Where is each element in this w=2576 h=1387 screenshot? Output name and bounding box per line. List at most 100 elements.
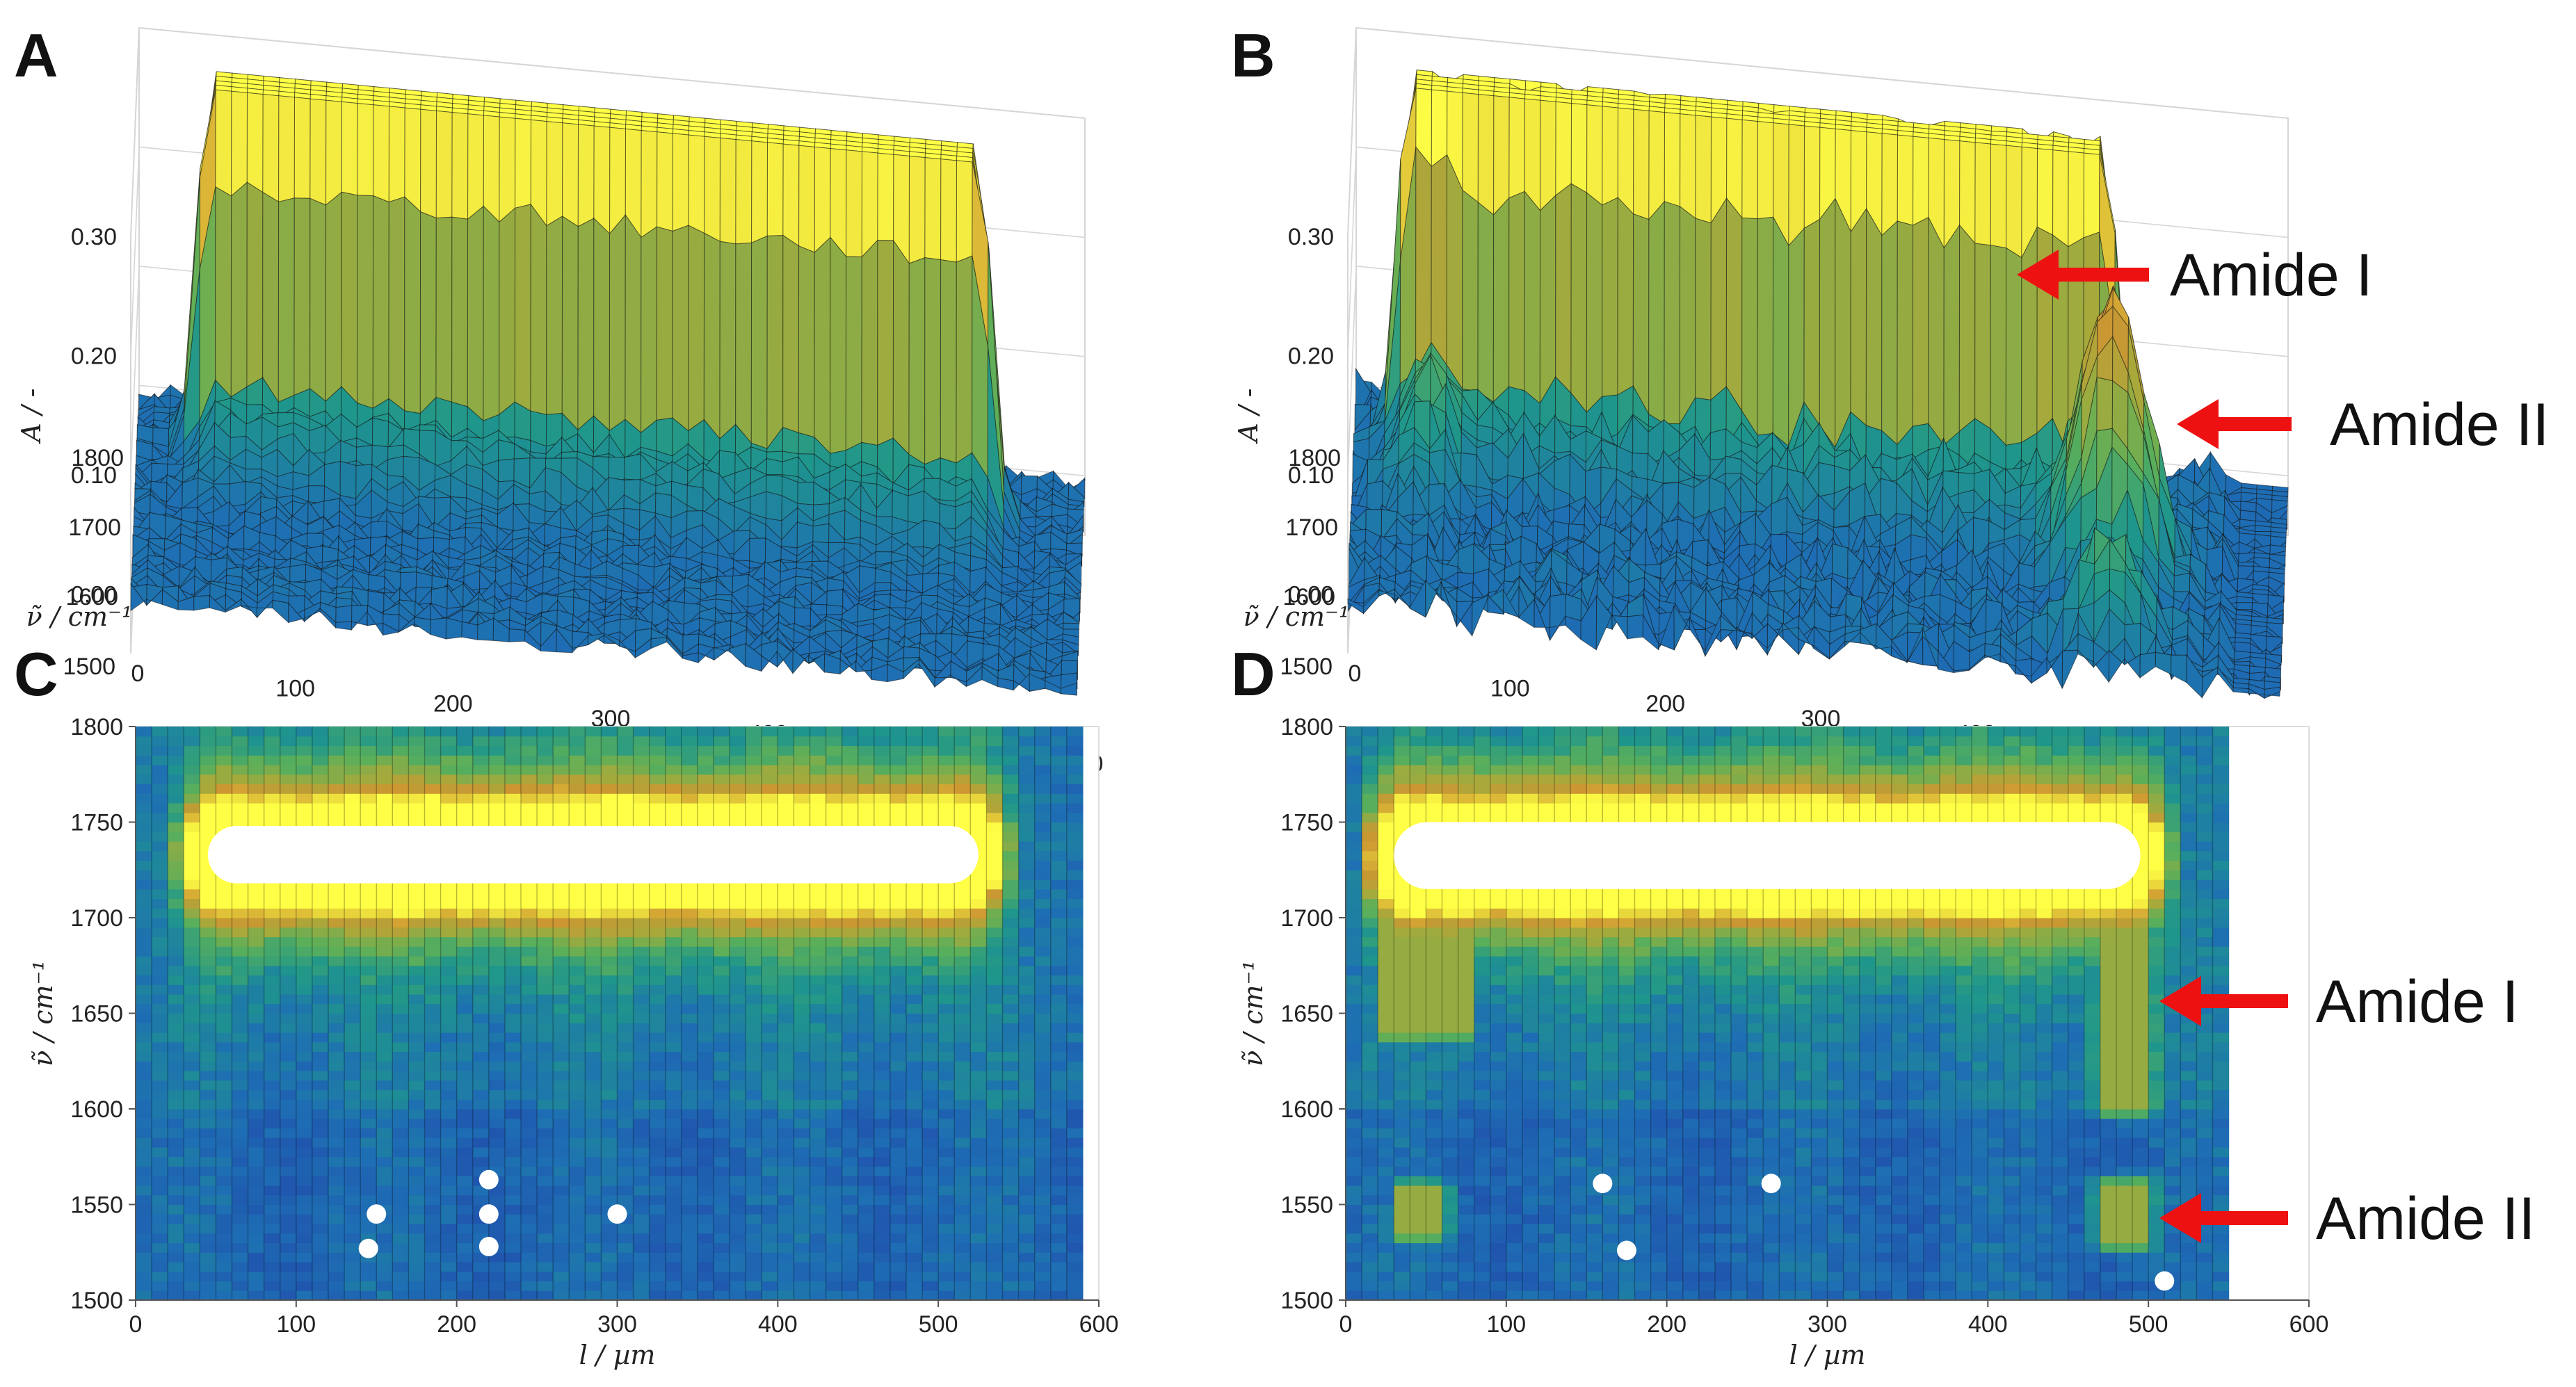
surface-facet bbox=[420, 108, 437, 219]
surface-facet bbox=[1974, 142, 1992, 246]
surface-facet bbox=[1881, 133, 1899, 236]
surface-facet bbox=[1664, 201, 1681, 425]
surface-facet bbox=[1757, 216, 1774, 436]
surface-facet bbox=[609, 213, 626, 432]
surface-facet bbox=[335, 605, 353, 623]
surface-facet bbox=[814, 236, 831, 455]
surface-facet bbox=[1788, 124, 1805, 247]
y-tick-label: 1700 bbox=[68, 514, 121, 541]
surface-facet bbox=[1524, 98, 1541, 212]
surface-facet bbox=[339, 460, 357, 499]
z-tick-label: 0.30 bbox=[71, 224, 117, 250]
surface-facet bbox=[735, 139, 752, 245]
z-gridline bbox=[130, 27, 1086, 237]
surface-facet bbox=[1803, 218, 1821, 427]
surface-facet bbox=[1633, 108, 1650, 220]
y-axis-label: ν̃ / cm⁻¹ bbox=[26, 601, 133, 632]
surface-facet bbox=[215, 186, 232, 398]
surface-facet bbox=[277, 197, 295, 403]
surface-facet bbox=[1555, 183, 1572, 394]
surface-facet bbox=[445, 617, 462, 640]
surface-facet bbox=[2173, 572, 2191, 592]
surface-facet bbox=[357, 103, 374, 197]
surface-facet bbox=[293, 97, 311, 199]
surface-facet bbox=[1617, 196, 1634, 396]
y-tick-label: 1800 bbox=[71, 445, 124, 471]
surface-facet bbox=[1897, 134, 1914, 226]
surface-facet bbox=[593, 125, 611, 235]
surface-facet bbox=[892, 489, 909, 522]
surface-facet bbox=[561, 216, 579, 431]
surface-facet bbox=[1524, 190, 1541, 405]
surface-facet bbox=[1446, 154, 1463, 391]
surface-facet bbox=[1741, 217, 1758, 437]
surface-facet bbox=[1831, 543, 1849, 580]
surface-facet bbox=[2096, 377, 2114, 432]
surface-facet bbox=[1881, 220, 1898, 446]
surface-facet bbox=[498, 439, 515, 461]
surface-facet bbox=[430, 617, 447, 640]
surface-facet bbox=[546, 216, 563, 415]
surface-facet bbox=[1477, 201, 1495, 403]
surface-facet bbox=[877, 240, 894, 446]
surface-facet bbox=[830, 236, 847, 454]
surface-facet bbox=[278, 95, 296, 202]
surface-facet bbox=[419, 424, 437, 432]
surface-facet bbox=[1897, 220, 1914, 446]
surface-facet bbox=[562, 122, 579, 227]
surface-facet bbox=[1741, 119, 1759, 220]
surface-facet bbox=[749, 537, 766, 565]
surface-facet bbox=[461, 621, 478, 640]
surface-facet bbox=[1586, 192, 1603, 414]
surface-facet bbox=[515, 117, 532, 209]
surface-facet bbox=[719, 137, 736, 245]
surface-facet bbox=[782, 234, 800, 434]
surface-facet bbox=[923, 519, 940, 550]
surface-facet bbox=[672, 133, 689, 232]
z-tick-label: 0.20 bbox=[1288, 343, 1334, 369]
surface-facet bbox=[2006, 145, 2022, 259]
surface-facet bbox=[1725, 197, 1743, 413]
surface-facet bbox=[593, 217, 611, 432]
surface-facet bbox=[467, 205, 484, 422]
surface-facet bbox=[404, 107, 421, 213]
surface-facet bbox=[341, 101, 358, 196]
surface-facet bbox=[1710, 197, 1728, 401]
surface-facet bbox=[1063, 622, 1080, 630]
surface-facet bbox=[656, 417, 673, 457]
surface-facet bbox=[624, 453, 641, 480]
surface-facet bbox=[577, 218, 595, 431]
surface-facet bbox=[688, 134, 705, 234]
z-axis-label: A / - bbox=[16, 389, 47, 444]
surface-facet bbox=[1539, 194, 1556, 405]
surface-facet bbox=[908, 155, 926, 264]
surface-facet bbox=[798, 245, 815, 438]
surface-panel-b: 0.000.100.200.30010020030040050060015001… bbox=[1233, 26, 2306, 779]
surface-facet bbox=[650, 637, 668, 649]
surface-facet bbox=[561, 451, 578, 459]
surface-facet bbox=[1803, 125, 1821, 229]
surface-facet bbox=[812, 523, 830, 544]
surface-facet bbox=[1602, 197, 1618, 397]
z-tick-label: 0.10 bbox=[71, 462, 117, 489]
surface-facet bbox=[325, 191, 342, 403]
surface-facet bbox=[1554, 453, 1570, 495]
surface-facet bbox=[625, 213, 642, 434]
surface-facet bbox=[499, 116, 516, 223]
surface-facet bbox=[293, 197, 311, 396]
surface-facet bbox=[308, 485, 325, 504]
surface-facet bbox=[1725, 455, 1742, 474]
surface-facet bbox=[892, 239, 910, 455]
surface-facet bbox=[2052, 149, 2069, 248]
surface-facet bbox=[704, 136, 721, 243]
surface-facet bbox=[483, 205, 500, 421]
surface-facet bbox=[309, 197, 327, 403]
surface-facet bbox=[908, 257, 926, 465]
surface-facet bbox=[703, 232, 721, 440]
surface-facet bbox=[794, 607, 812, 627]
y-tick-label: 1500 bbox=[63, 654, 115, 680]
surface-facet bbox=[1477, 94, 1495, 216]
surface-facet bbox=[246, 181, 264, 388]
surface-facet bbox=[814, 146, 831, 254]
surface-facet bbox=[798, 145, 816, 253]
